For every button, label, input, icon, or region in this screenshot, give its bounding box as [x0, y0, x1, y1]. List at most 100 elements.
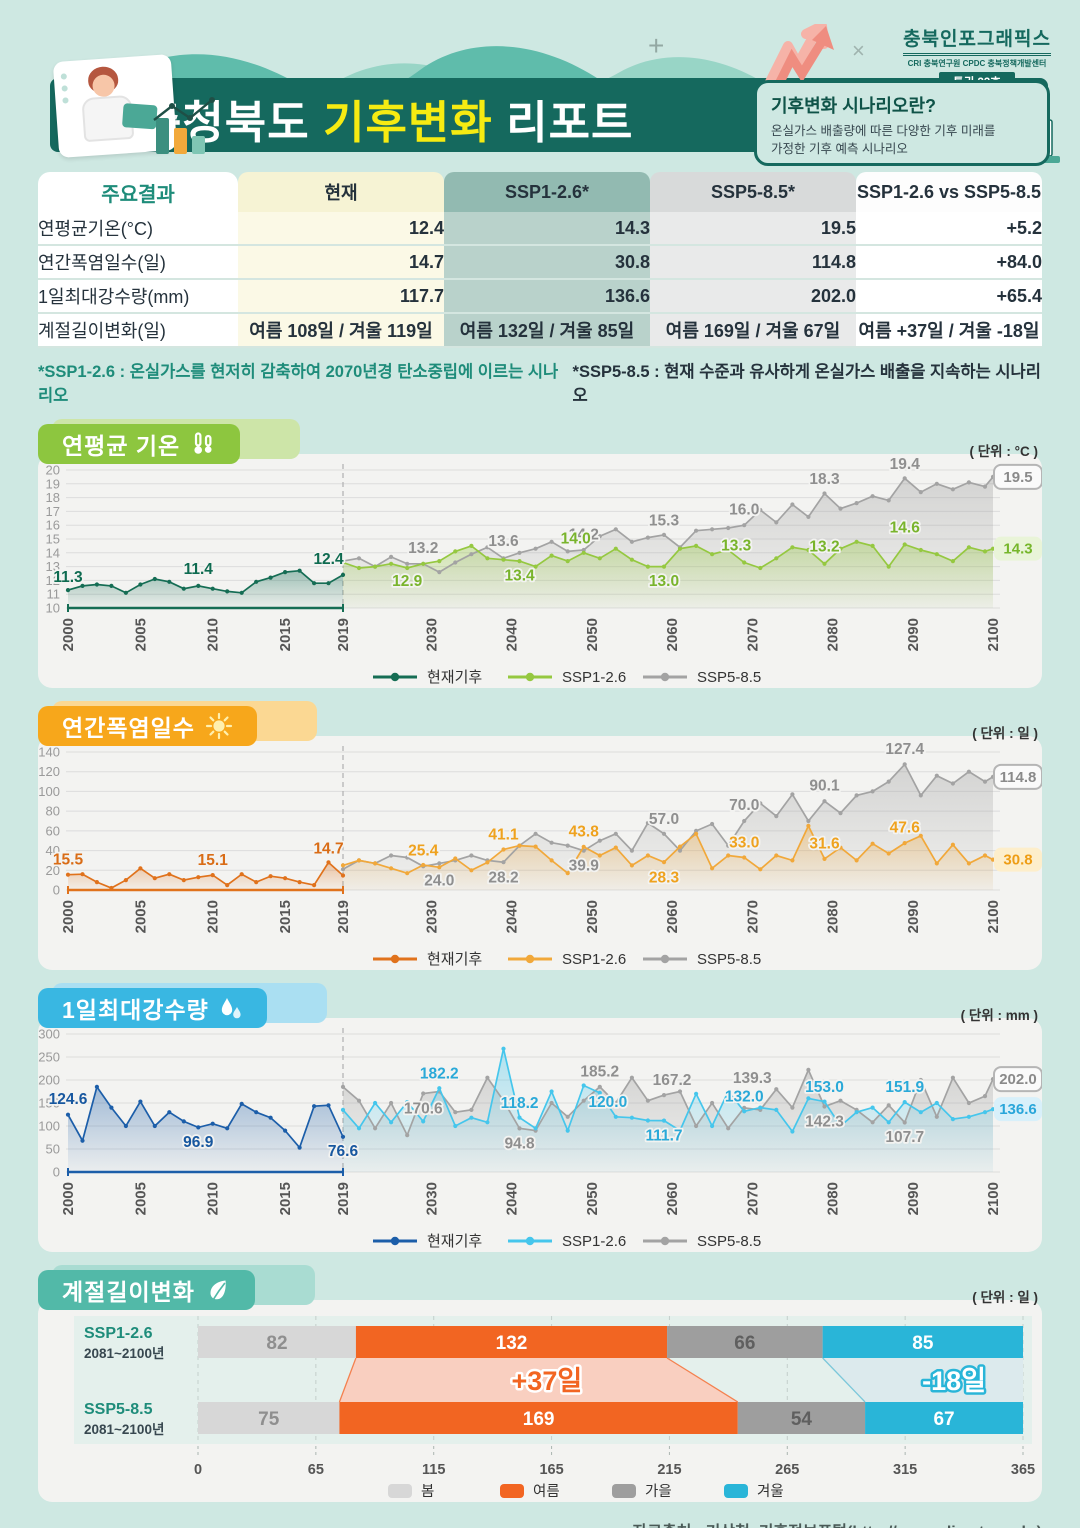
svg-text:2000: 2000 — [60, 618, 77, 651]
section-rain: 1일최대강수량 ( 단위 : mm ) 0 50 100 150 200 250 300 2000… — [38, 983, 1042, 1252]
section-heat: 연간폭염일수( 단위 : 일 ) 0 20 40 60 80 100 120 140 2000 20… — [38, 701, 1042, 970]
axis-tick-label: 365 — [1011, 1462, 1035, 1478]
svg-text:10: 10 — [46, 601, 60, 616]
svg-text:14: 14 — [46, 545, 60, 560]
droplets-icon — [219, 995, 243, 1022]
table-row: 계절길이변화(일) 여름 108일 / 겨울 119일 여름 132일 / 겨울 8… — [38, 313, 1042, 348]
data-label: 13.2 — [809, 539, 839, 556]
svg-text:80: 80 — [46, 804, 60, 819]
section-header: 계절길이변화 ( 단위 : 일 ) — [38, 1265, 1042, 1312]
svg-text:50: 50 — [46, 1142, 60, 1157]
svg-text:2090: 2090 — [905, 900, 922, 933]
table-row: 연평균기온(°C) 12.4 14.3 19.5 +5.2 — [38, 212, 1042, 246]
data-label: 153.0 — [805, 1079, 844, 1096]
svg-text:2015: 2015 — [277, 900, 294, 933]
data-label: 167.2 — [653, 1072, 692, 1089]
title-part-highlight: 기후변화 — [323, 97, 493, 148]
axis-tick-label: 165 — [539, 1462, 563, 1478]
data-label: 11.3 — [53, 569, 83, 586]
season-bar-segment — [667, 1326, 823, 1358]
section-title-badge: 계절길이변화 — [38, 1265, 315, 1310]
legend-label: 겨울 — [757, 1483, 784, 1500]
table-value-cell: 136.6 — [444, 279, 650, 314]
section-title: 연평균 기온 — [62, 433, 181, 459]
svg-text:0: 0 — [53, 1165, 60, 1180]
table-value-cell: 여름 132일 / 겨울 85일 — [444, 313, 650, 348]
data-label: 15.3 — [649, 512, 680, 529]
data-label: 185.2 — [580, 1064, 619, 1081]
svg-text:100: 100 — [38, 1119, 60, 1134]
data-label: 96.9 — [183, 1134, 214, 1151]
footnote-ssp5: *SSP5-8.5 : 현재 수준과 유사하게 온실가스 배출을 지속하는 시나… — [572, 363, 1041, 405]
table-value-cell: 여름 108일 / 겨울 119일 — [238, 313, 444, 348]
segment-value-label: 54 — [791, 1409, 813, 1430]
table-value-cell: +84.0 — [856, 245, 1042, 280]
legend-label: SSP5-8.5 — [697, 1233, 761, 1250]
legend-label: SSP5-8.5 — [697, 669, 761, 686]
svg-text:2019: 2019 — [335, 618, 352, 651]
legend-label: SSP5-8.5 — [697, 951, 761, 968]
svg-text:2100: 2100 — [985, 900, 1002, 933]
scenario-info-box: 기후변화 시나리오란? 온실가스 배출량에 따른 다양한 기후 미래를 가정한 … — [754, 80, 1050, 166]
svg-text:250: 250 — [38, 1050, 60, 1065]
data-label: 14.7 — [313, 840, 343, 857]
svg-text:2080: 2080 — [825, 618, 842, 651]
scenario-row-period: 2081~2100년 — [84, 1346, 164, 1361]
svg-text:2015: 2015 — [277, 618, 294, 651]
bar-chart-illustration — [153, 97, 215, 154]
axis-tick-label: 265 — [775, 1462, 799, 1478]
season-bar-segment — [198, 1326, 356, 1358]
table-column-header: SSP1-2.6 vs SSP5-8.5 — [856, 172, 1042, 212]
data-label: 12.9 — [392, 573, 423, 590]
svg-text:120: 120 — [38, 764, 60, 779]
data-label: 118.2 — [501, 1095, 539, 1112]
svg-text:2050: 2050 — [584, 1182, 601, 1215]
summer-diff-label: +37일 — [512, 1366, 583, 1396]
svg-text:2000: 2000 — [60, 1182, 77, 1215]
data-label: 124.6 — [49, 1091, 88, 1108]
scenario-row-period: 2081~2100년 — [84, 1422, 164, 1437]
svg-text:300: 300 — [38, 1027, 60, 1042]
card-dot — [60, 73, 68, 80]
segment-value-label: 85 — [912, 1333, 934, 1354]
info-box-title: 기후변화 시나리오란? — [771, 96, 937, 116]
svg-text:2080: 2080 — [825, 900, 842, 933]
unit-label: ( 단위 : 일 ) — [972, 726, 1038, 741]
svg-text:2050: 2050 — [584, 900, 601, 933]
svg-text:2019: 2019 — [335, 900, 352, 933]
season-bar-segment — [822, 1326, 1023, 1358]
section-title-badge: 연평균 기온 — [38, 419, 301, 464]
unit-label: ( 단위 : mm ) — [960, 1008, 1038, 1023]
svg-text:2005: 2005 — [132, 900, 149, 933]
svg-text:2070: 2070 — [744, 900, 761, 933]
svg-text:2010: 2010 — [205, 618, 222, 651]
data-label: 142.3 — [805, 1114, 844, 1131]
axis-tick-label: 115 — [422, 1462, 445, 1478]
data-label: 28.3 — [649, 869, 680, 886]
svg-text:2080: 2080 — [825, 1182, 842, 1215]
svg-text:2030: 2030 — [423, 618, 440, 651]
svg-text:19: 19 — [46, 476, 60, 491]
summary-table-container: 주요결과 현재 SSP1-2.6* SSP5-8.5* SSP1-2.6 vs SSP5… — [38, 172, 1042, 348]
section-title-badge: 연간폭염일수 — [38, 701, 317, 746]
data-label: 31.6 — [809, 835, 840, 852]
table-row: 연간폭염일수(일) 14.7 30.8 114.8 +84.0 — [38, 245, 1042, 280]
data-label: 13.6 — [488, 533, 519, 550]
row-label: 계절길이변화(일) — [38, 313, 238, 348]
segment-value-label: 75 — [258, 1409, 280, 1430]
svg-text:17: 17 — [46, 504, 60, 519]
svg-text:2000: 2000 — [60, 900, 77, 933]
scenario-row-label: SSP1-2.6 — [84, 1325, 153, 1342]
x-deco-icon: × — [852, 38, 865, 63]
data-label: 127.4 — [885, 741, 924, 758]
data-label: 25.4 — [408, 842, 439, 859]
data-label: 14.2 — [569, 526, 599, 543]
legend-label: 가을 — [645, 1483, 672, 1500]
legend-label: SSP1-2.6 — [562, 669, 626, 686]
svg-text:20: 20 — [46, 463, 60, 478]
table-value-cell: 19.5 — [650, 212, 856, 246]
data-label: 13.0 — [649, 573, 679, 590]
svg-text:2005: 2005 — [132, 1182, 149, 1215]
